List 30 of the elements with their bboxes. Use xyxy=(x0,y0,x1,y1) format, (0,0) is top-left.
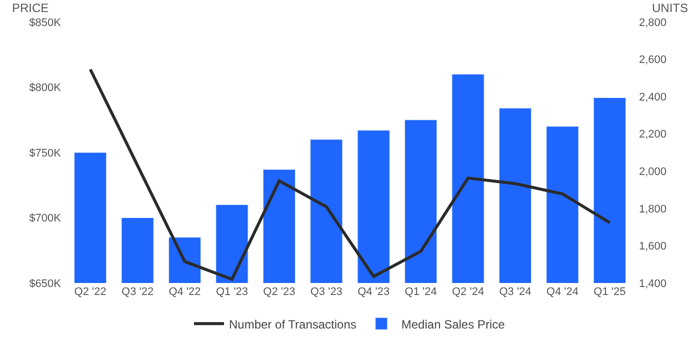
y-tick-label: $750K xyxy=(29,147,62,160)
x-tick-label: Q4 '23 xyxy=(358,286,390,298)
x-tick-label: Q3 '23 xyxy=(310,286,342,298)
y2-tick-label: 1,800 xyxy=(639,203,667,216)
x-tick-label: Q1 '23 xyxy=(216,286,248,298)
x-tick-label: Q1 '24 xyxy=(404,286,437,298)
y-tick-label: $800K xyxy=(29,82,62,94)
x-tick-label: Q2 '23 xyxy=(263,286,296,298)
y-tick-label: $650K xyxy=(29,278,62,290)
x-tick-label: Q2 '22 xyxy=(74,286,106,298)
x-tick-label: Q2 '24 xyxy=(452,286,484,298)
y2-tick-label: 1,400 xyxy=(639,278,667,290)
legend-label: Median Sales Price xyxy=(401,317,506,332)
legend-label: Number of Transactions xyxy=(229,317,356,332)
line-series xyxy=(88,68,612,281)
y2-tick-label: 1,600 xyxy=(639,240,667,253)
y2-axis-title: UNITS xyxy=(652,1,688,15)
y2-tick-label: 2,600 xyxy=(639,54,667,66)
x-tick-label: Q3 '22 xyxy=(122,286,154,298)
x-tick-label: Q3 '24 xyxy=(499,286,532,298)
y-axis-title: PRICE xyxy=(12,1,49,15)
y2-tick-label: 2,200 xyxy=(639,128,667,141)
y2-tick-label: 2,800 xyxy=(639,16,667,29)
x-tick-label: Q1 '25 xyxy=(594,286,626,298)
y2-tick-label: 2,000 xyxy=(639,166,667,178)
y2-tick-label: 2,400 xyxy=(639,91,667,104)
x-tick-label: Q4 '22 xyxy=(168,286,201,298)
x-tick-label: Q4 '24 xyxy=(546,286,578,298)
y-tick-label: $850K xyxy=(29,16,62,29)
y-tick-label: $700K xyxy=(29,212,62,225)
